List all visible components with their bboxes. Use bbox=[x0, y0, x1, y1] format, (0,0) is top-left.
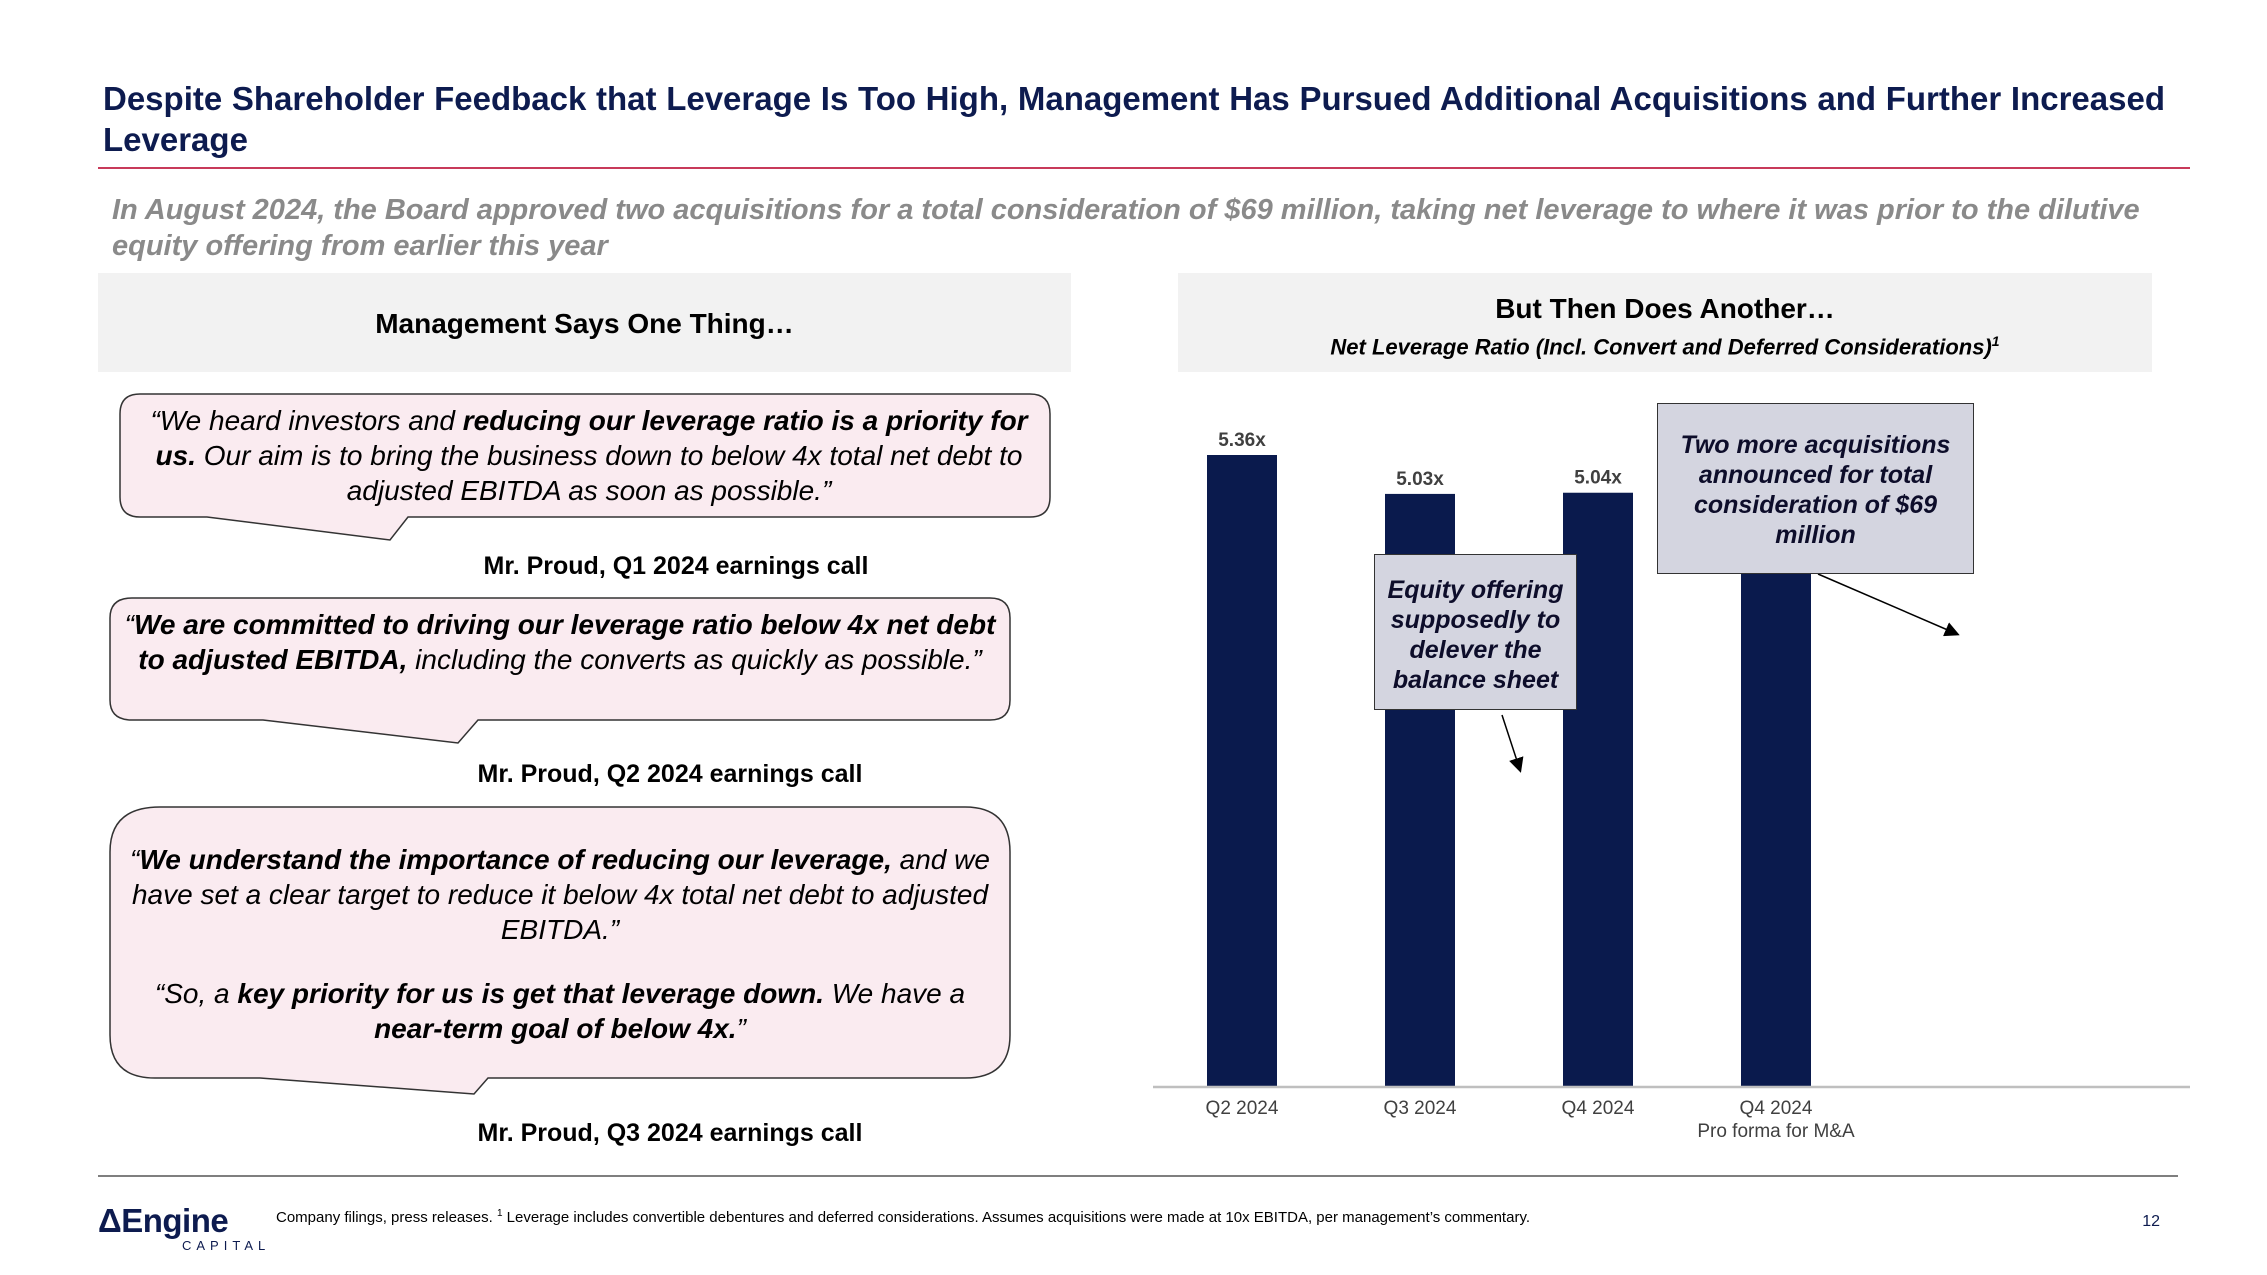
quote-2-run-2: including the converts as quickly as pos… bbox=[407, 644, 982, 675]
x-tick-label-1: Q3 2024 bbox=[1384, 1098, 1457, 1119]
speech-bubble-2 bbox=[109, 597, 1011, 744]
quote-3-continued-run-3: near-term goal of below 4x. bbox=[374, 1013, 737, 1044]
footnote-source: Company filings, press releases. bbox=[276, 1209, 497, 1226]
left-panel-header: Management Says One Thing… bbox=[98, 273, 1071, 372]
title-divider bbox=[98, 167, 2190, 169]
quote-2: “We are committed to driving our leverag… bbox=[118, 607, 1002, 677]
logo-wordmark: ΔEngine bbox=[98, 1202, 229, 1239]
callout-arrow-acquisitions bbox=[1817, 573, 1960, 637]
quote-3-run-1: We understand the importance of reducing… bbox=[139, 844, 892, 875]
callout-equity-offering: Equity offering supposedly to delever th… bbox=[1374, 554, 1577, 710]
attribution-2: Mr. Proud, Q2 2024 earnings call bbox=[477, 760, 863, 788]
x-tick-sublabel-3: Pro forma for M&A bbox=[1697, 1121, 1855, 1142]
quote-3: “We understand the importance of reducin… bbox=[130, 842, 990, 947]
quote-1-run-1: reducing our leverage ratio is a priorit… bbox=[155, 405, 1028, 471]
footer-divider bbox=[98, 1175, 2178, 1177]
logo-subtext: CAPITAL bbox=[182, 1238, 271, 1253]
data-label-1: 5.03x bbox=[1396, 469, 1444, 490]
quote-2-run-0: “ bbox=[124, 609, 134, 640]
callout-acquisitions: Two more acquisitions announced for tota… bbox=[1657, 403, 1974, 574]
quote-2-run-1: We are committed to driving our leverage… bbox=[133, 609, 996, 675]
quote-1-run-0: “We heard investors and bbox=[150, 405, 463, 436]
right-panel-heading: But Then Does Another… bbox=[1495, 293, 1835, 324]
chart-subtitle-footnote: 1 bbox=[1991, 333, 2000, 349]
page-subtitle: In August 2024, the Board approved two a… bbox=[112, 194, 2140, 262]
quote-3-continued-run-0: “So, a bbox=[154, 978, 238, 1009]
quote-1: “We heard investors and reducing our lev… bbox=[128, 403, 1050, 508]
footnote: Company filings, press releases. 1 Lever… bbox=[276, 1208, 1976, 1226]
data-label-0: 5.36x bbox=[1218, 430, 1266, 451]
speech-bubble-1 bbox=[119, 393, 1051, 541]
speech-bubble-3 bbox=[109, 806, 1011, 1095]
footnote-marker: 1 bbox=[496, 1208, 503, 1219]
right-panel-header: But Then Does Another… Net Leverage Rati… bbox=[1178, 273, 2152, 372]
bar-0 bbox=[1207, 455, 1277, 1087]
page-number: 12 bbox=[2142, 1213, 2160, 1230]
quote-3-run-0: “ bbox=[130, 844, 140, 875]
left-panel-heading: Management Says One Thing… bbox=[375, 308, 794, 339]
x-tick-label-0: Q2 2024 bbox=[1206, 1098, 1279, 1119]
chart-subtitle-text: Net Leverage Ratio (Incl. Convert and De… bbox=[1330, 334, 1992, 360]
quote-3-continued: “So, a key priority for us is get that l… bbox=[130, 976, 990, 1046]
quote-1-run-2: Our aim is to bring the business down to… bbox=[196, 440, 1023, 506]
quote-3-run-2: and we have set a clear target to reduce… bbox=[131, 844, 990, 945]
data-label-2: 5.04x bbox=[1574, 468, 1622, 489]
x-tick-label-3: Q4 2024 bbox=[1740, 1098, 1813, 1119]
quote-3-continued-run-1: key priority for us is get that leverage… bbox=[237, 978, 824, 1009]
x-tick-label-2: Q4 2024 bbox=[1562, 1098, 1635, 1119]
quote-3-continued-run-2: We have a bbox=[823, 978, 966, 1009]
page-title: Despite Shareholder Feedback that Levera… bbox=[103, 80, 2165, 158]
engine-capital-logo: ΔEngine CAPITAL bbox=[98, 1202, 265, 1253]
quote-3-continued-run-4: ” bbox=[736, 1013, 746, 1044]
chart-subtitle: Net Leverage Ratio (Incl. Convert and De… bbox=[1178, 333, 2152, 360]
callout-arrow-equity bbox=[1501, 714, 1524, 773]
attribution-1: Mr. Proud, Q1 2024 earnings call bbox=[483, 552, 869, 580]
footnote-text: Leverage includes convertible debentures… bbox=[502, 1209, 1530, 1226]
attribution-3: Mr. Proud, Q3 2024 earnings call bbox=[477, 1119, 863, 1147]
